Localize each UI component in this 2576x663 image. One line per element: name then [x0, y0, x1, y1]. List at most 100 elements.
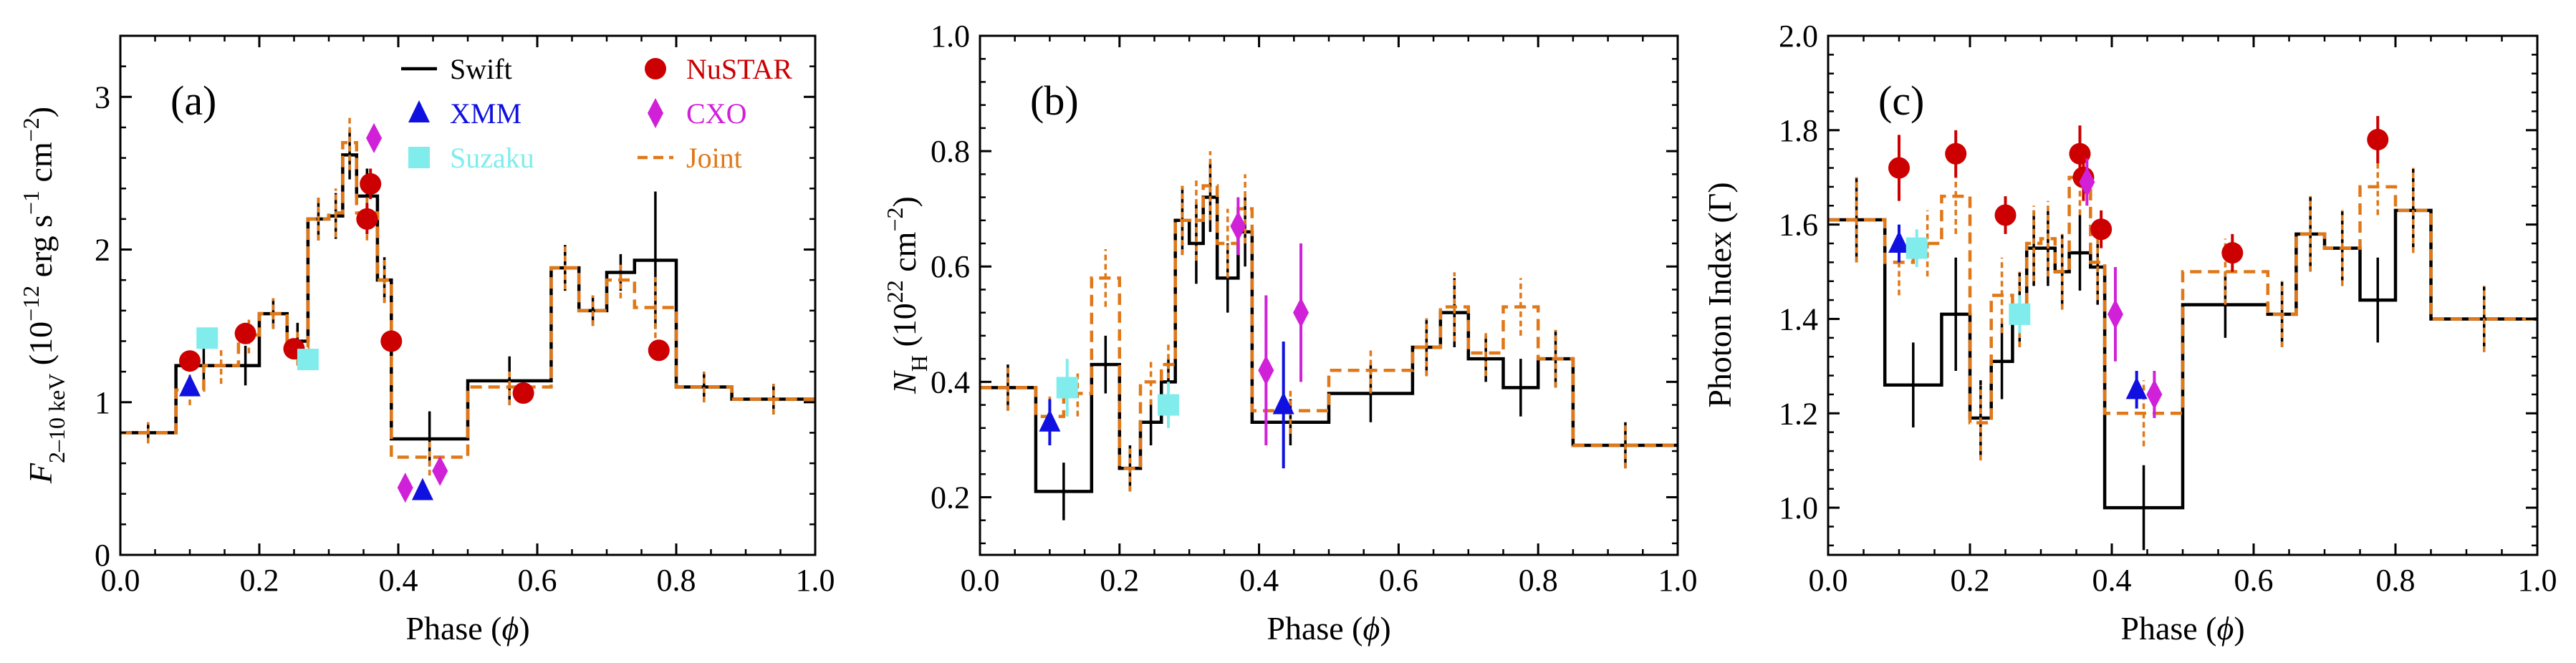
- y-axis-label: F2–10 keV (10−12 erg s−1 cm−2): [18, 107, 69, 484]
- series-suzaku: [1056, 359, 1179, 428]
- x-tick-label: 1.0: [2518, 563, 2557, 598]
- legend-item-swift: Swift: [401, 53, 512, 85]
- y-label-part: −1: [18, 190, 44, 215]
- x-tick-label: 0.4: [2092, 563, 2132, 598]
- circle-point: [2367, 129, 2389, 150]
- x-tick-label: 0.0: [961, 563, 1000, 598]
- diamond-point: [1230, 210, 1246, 241]
- y-tick-label: 1.8: [1779, 113, 1818, 148]
- circle-point: [2069, 142, 2091, 165]
- y-label-part: ): [22, 107, 59, 117]
- series-xmm: [1888, 224, 2148, 409]
- triangle-point: [1272, 392, 1294, 415]
- circle-point: [1945, 142, 1967, 165]
- x-tick-label: 0.6: [2234, 563, 2274, 598]
- series-suzaku: [196, 327, 319, 371]
- triangle-point: [2125, 377, 2148, 400]
- circle-point: [2090, 218, 2113, 241]
- legend-marker: [648, 98, 663, 128]
- x-axis-label: Phase (ϕ): [405, 610, 529, 647]
- x-label-text: ): [519, 610, 529, 647]
- series-nustar: [179, 168, 670, 404]
- series-suzaku: [1905, 229, 2031, 334]
- legend-label: Joint: [686, 142, 742, 174]
- diamond-point: [432, 455, 448, 486]
- y-tick-label: 2: [95, 233, 110, 268]
- y-tick-label: 1: [95, 385, 110, 420]
- y-tick-label: 1.0: [1779, 490, 1818, 526]
- y-tick-label: 0.6: [931, 249, 970, 284]
- x-tick-label: 0.8: [657, 563, 696, 598]
- square-point: [1157, 394, 1179, 416]
- x-axis-label: Phase (ϕ): [1267, 610, 1390, 647]
- x-tick-label: 0.6: [1379, 563, 1418, 598]
- triangle-point: [1039, 409, 1061, 432]
- x-label-text: ): [1380, 610, 1390, 647]
- y-tick-label: 2.0: [1779, 19, 1818, 54]
- legend-item-nustar: NuSTAR: [645, 53, 792, 85]
- x-tick-label: 0.8: [1519, 563, 1558, 598]
- plot-area: [980, 151, 1678, 521]
- y-label-part: cm: [22, 142, 59, 190]
- x-label-symbol: ϕ: [2217, 610, 2234, 647]
- y-axis-label: Photon Index (Γ): [1701, 182, 1738, 407]
- panel-c: 0.0 0.2 0.4 0.6 0.8 1.0 1.0 1.2 1.4 1.6 1.8 2.0 Phas…: [1701, 19, 2557, 647]
- x-tick-label: 0.0: [101, 563, 140, 598]
- plot-area: [120, 115, 815, 503]
- x-tick-label: 1.0: [1658, 563, 1698, 598]
- y-tick-label: 1.6: [1779, 208, 1818, 243]
- step-line: [980, 184, 1678, 470]
- x-tick-label: 0.4: [379, 563, 418, 598]
- panel-label: (c): [1878, 77, 1924, 124]
- triangle-point: [411, 478, 433, 500]
- circle-point: [380, 330, 403, 352]
- panel-label: (b): [1030, 77, 1079, 124]
- plot-area: [1828, 116, 2537, 551]
- series-cxo: [1230, 197, 1309, 445]
- x-axis-label: Phase (ϕ): [2120, 610, 2244, 647]
- triangle-point: [1888, 231, 1910, 253]
- series-swift: [1828, 168, 2537, 551]
- ticks: 0.0 0.2 0.4 0.6 0.8 1.0 0 1 2 3: [95, 34, 835, 598]
- legend: Swift XMM Suzaku NuSTAR CXO Joint: [401, 53, 792, 174]
- square-point: [1905, 237, 1928, 259]
- legend-label: XMM: [450, 97, 522, 130]
- x-tick-label: 0.2: [1951, 563, 1990, 598]
- x-tick-label: 0.2: [240, 563, 279, 598]
- x-tick-label: 0.6: [518, 563, 557, 598]
- square-point: [1056, 377, 1078, 399]
- y-tick-label: 0: [95, 538, 110, 573]
- y-label-part: (10: [886, 303, 923, 355]
- step-line: [980, 195, 1678, 493]
- diamond-point: [397, 473, 413, 503]
- legend-label: CXO: [686, 97, 746, 130]
- circle-point: [360, 173, 382, 195]
- axes-frame: [979, 34, 1679, 556]
- circle-point: [356, 208, 378, 230]
- series-cxo: [366, 122, 448, 503]
- x-tick-label: 0.2: [1100, 563, 1139, 598]
- circle-point: [648, 339, 670, 362]
- x-tick-label: 0.4: [1239, 563, 1279, 598]
- legend-item-suzaku: Suzaku: [408, 142, 534, 174]
- x-label-text: Phase (: [405, 610, 501, 647]
- legend-label: Swift: [450, 53, 512, 85]
- series-xmm: [1039, 341, 1294, 469]
- x-tick-label: 1.0: [796, 563, 835, 598]
- x-label-symbol: ϕ: [1363, 610, 1380, 647]
- x-tick-label: 0.8: [2376, 563, 2416, 598]
- series-swift: [980, 163, 1678, 521]
- x-label-symbol: ϕ: [502, 610, 519, 647]
- diamond-point: [2107, 299, 2123, 329]
- series-xmm: [179, 374, 433, 500]
- y-tick-label: 0.2: [931, 480, 970, 515]
- legend-marker: [408, 147, 430, 168]
- diamond-point: [1258, 355, 1274, 386]
- legend-label: NuSTAR: [686, 53, 792, 85]
- panel-label: (a): [170, 77, 216, 124]
- y-label-part: cm: [886, 231, 923, 280]
- y-label-part: F: [22, 463, 59, 484]
- y-tick-label: 0.8: [931, 134, 970, 169]
- circle-point: [179, 350, 201, 372]
- y-label-part: N: [886, 370, 923, 395]
